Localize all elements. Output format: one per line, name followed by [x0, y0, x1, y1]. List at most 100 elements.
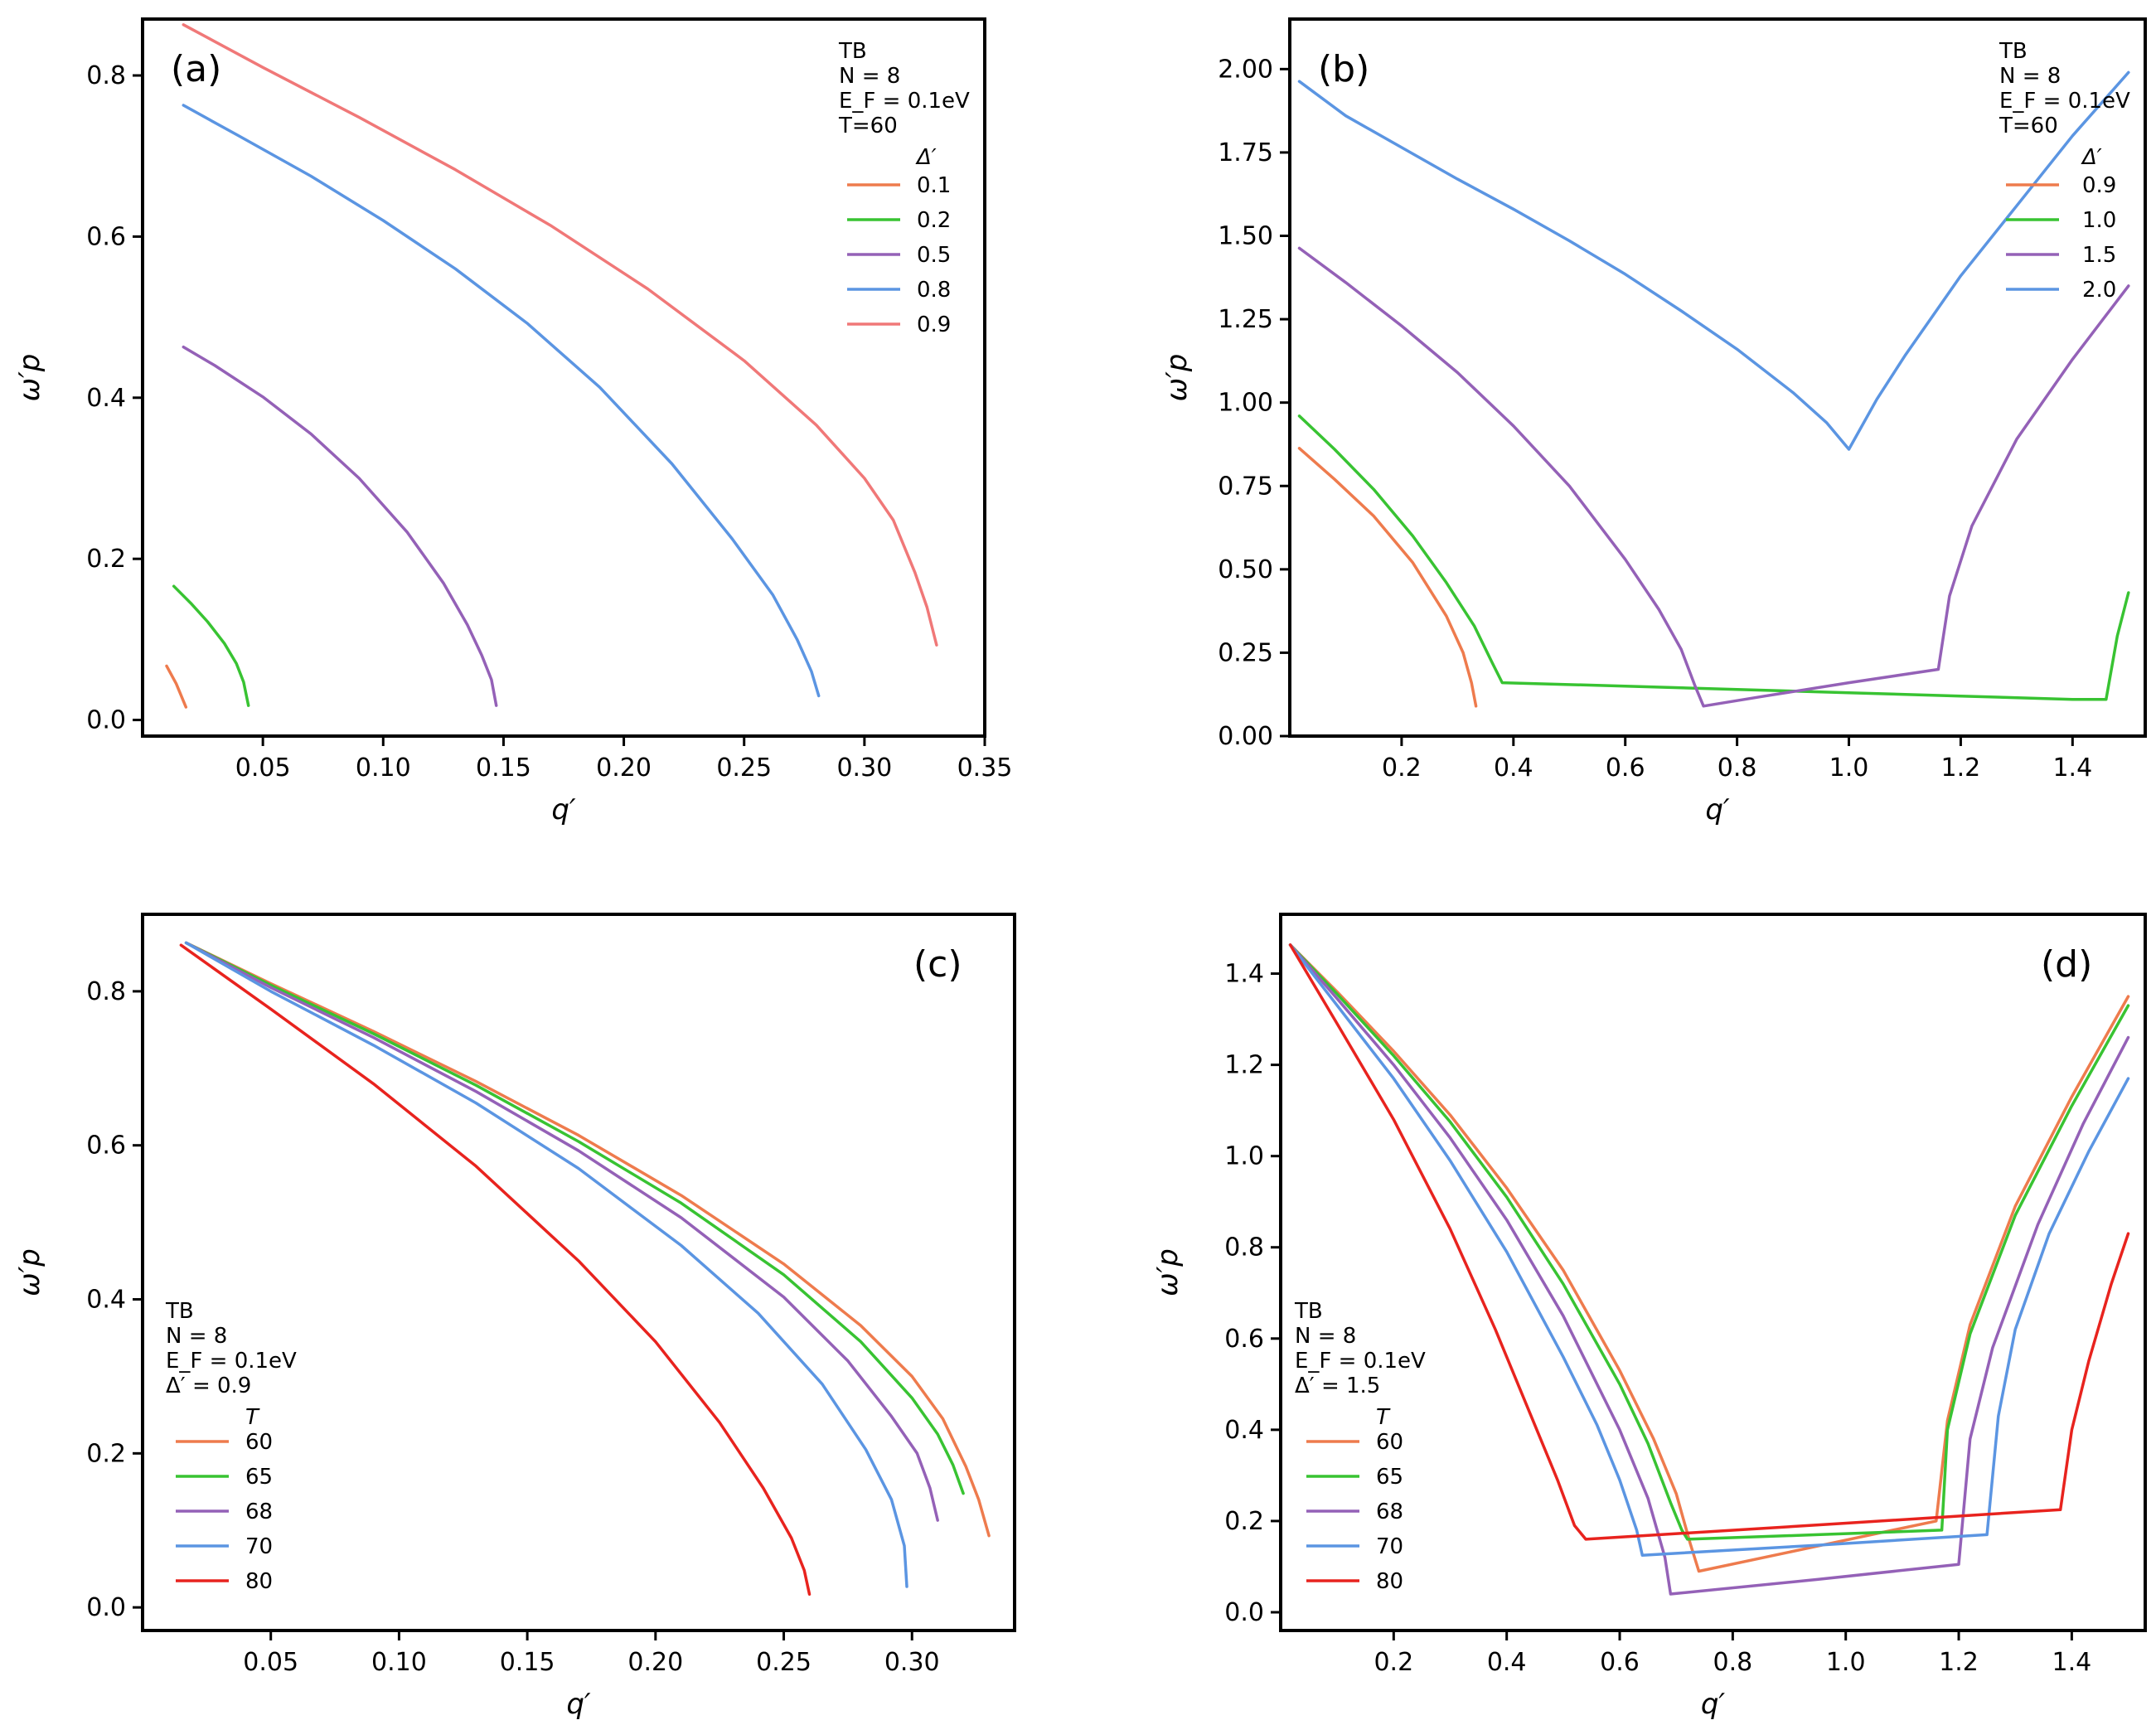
- legend-label: 0.5: [917, 243, 951, 268]
- series-line-70: [1288, 943, 2130, 1557]
- y-tick-label: 0.2: [86, 545, 126, 574]
- legend-label: 1.5: [2082, 243, 2116, 268]
- x-tick-label: 0.20: [627, 1648, 683, 1677]
- y-tick-label: 0.6: [1224, 1325, 1264, 1354]
- y-axis-label: ω′p: [13, 1248, 46, 1296]
- legend-header-line: Δ′ = 1.5: [1295, 1374, 1380, 1398]
- legend-header-line: Δ′ = 0.9: [166, 1374, 251, 1398]
- y-axis-label: ω′p: [13, 354, 46, 402]
- series-line-0.1: [165, 664, 188, 709]
- x-tick-label: 0.15: [476, 753, 531, 783]
- legend-label: 65: [245, 1465, 273, 1490]
- x-tick-label: 0.30: [884, 1648, 940, 1677]
- y-tick-label: 1.2: [1224, 1051, 1264, 1080]
- panel-b: 0.2 0.4 0.6 0.8 1.0 1.2 1.4 0.00 0.25 0.50 0.75 1.0…: [1160, 17, 2147, 826]
- legend-header-line: E_F = 0.1eV: [1999, 89, 2130, 114]
- y-axis-label: ω′p: [1151, 1248, 1185, 1296]
- x-axis-label: q′: [566, 1688, 591, 1721]
- x-tick-label: 0.30: [836, 753, 892, 783]
- legend-label: 1.0: [2082, 208, 2116, 233]
- series-line-0.5: [182, 345, 498, 707]
- y-tick-label: 1.00: [1218, 389, 1273, 418]
- legend-header-line: T=60: [1999, 114, 2058, 138]
- series-line-1.5: [1297, 246, 2130, 708]
- x-axis-label: q′: [1701, 1688, 1726, 1721]
- legend-header-line: E_F = 0.1eV: [166, 1349, 297, 1374]
- legend-label: 65: [1376, 1465, 1403, 1490]
- y-tick-label: 0.6: [86, 222, 126, 251]
- x-tick-label: 1.4: [2052, 753, 2092, 783]
- x-tick-label: 0.10: [371, 1648, 427, 1677]
- legend-header-line: N = 8: [166, 1324, 227, 1349]
- series-line-2.0: [1297, 70, 2130, 451]
- series-line-80: [1288, 943, 2130, 1541]
- plot-frame: [1288, 17, 2147, 738]
- legend-title: Δ′: [915, 145, 937, 170]
- x-tick-label: 0.05: [235, 753, 291, 783]
- y-tick-label: 0.00: [1218, 722, 1273, 751]
- legend-header-line: N = 8: [1295, 1324, 1356, 1349]
- x-axis-label: q′: [551, 793, 576, 826]
- plot-frame: [141, 913, 1016, 1632]
- legend-header-line: N = 8: [839, 64, 900, 89]
- y-tick-label: 0.4: [1224, 1416, 1264, 1445]
- x-tick-label: 1.0: [1829, 753, 1869, 783]
- legend-label: 80: [245, 1569, 273, 1594]
- x-tick-label: 0.6: [1600, 1648, 1640, 1677]
- y-tick-label: 0.8: [86, 977, 126, 1006]
- x-tick-label: 0.05: [243, 1648, 298, 1677]
- x-tick-label: 0.2: [1382, 753, 1422, 783]
- y-tick-label: 1.75: [1218, 138, 1273, 167]
- y-tick-label: 0.75: [1218, 472, 1273, 501]
- y-axis-label: ω′p: [1160, 354, 1194, 402]
- series-line-60: [1288, 943, 2130, 1573]
- y-tick-label: 0.4: [86, 384, 126, 413]
- legend-label: 0.1: [917, 173, 951, 198]
- plot-frame: [1279, 913, 2147, 1632]
- legend-label: 68: [1376, 1500, 1403, 1524]
- legend-label: 60: [1376, 1430, 1403, 1455]
- x-tick-label: 0.35: [957, 753, 1013, 783]
- y-tick-label: 0.8: [1224, 1233, 1264, 1262]
- x-tick-label: 0.15: [500, 1648, 555, 1677]
- legend-label: 0.2: [917, 208, 951, 233]
- x-axis-label: q′: [1705, 793, 1730, 826]
- y-tick-label: 0.0: [1224, 1598, 1264, 1627]
- y-tick-label: 0.2: [1224, 1507, 1264, 1536]
- legend-header-line: TB: [1999, 39, 2028, 64]
- x-tick-label: 0.10: [356, 753, 411, 783]
- series-line-60: [184, 941, 991, 1538]
- series-line-0.8: [182, 104, 821, 698]
- legend-label: 68: [245, 1500, 273, 1524]
- legend-label: 0.9: [917, 313, 951, 337]
- legend-title: T: [1376, 1405, 1391, 1430]
- panel-label: (c): [913, 943, 962, 986]
- legend-label: 80: [1376, 1569, 1403, 1594]
- panel-label: (d): [2041, 943, 2092, 986]
- panel-a: 0.05 0.10 0.15 0.20 0.25 0.30 0.35 0.0 0.2 0.4 0.6…: [13, 17, 1013, 826]
- legend-header-line: N = 8: [1999, 64, 2061, 89]
- y-tick-label: 0.4: [86, 1286, 126, 1315]
- x-tick-label: 0.6: [1606, 753, 1645, 783]
- series-line-65: [1288, 943, 2130, 1541]
- legend-header-line: TB: [1294, 1299, 1323, 1324]
- legend-header-line: T=60: [838, 114, 898, 138]
- series-line-80: [179, 943, 812, 1597]
- y-tick-label: 0.0: [86, 1593, 126, 1622]
- y-tick-label: 0.0: [86, 706, 126, 735]
- x-tick-label: 1.2: [1941, 753, 1981, 783]
- y-tick-label: 1.25: [1218, 305, 1273, 334]
- y-tick-label: 0.50: [1218, 555, 1273, 584]
- y-tick-label: 0.25: [1218, 638, 1273, 667]
- x-tick-label: 0.4: [1494, 753, 1533, 783]
- legend-header-line: E_F = 0.1eV: [1295, 1349, 1426, 1374]
- legend-label: 60: [245, 1430, 273, 1455]
- legend-title: T: [245, 1405, 260, 1430]
- legend-label: 2.0: [2082, 278, 2116, 303]
- panel-c: 0.05 0.10 0.15 0.20 0.25 0.30 0.0 0.2 0.4 0.6 0.8 q…: [13, 913, 1016, 1721]
- panel-label: (a): [171, 48, 221, 90]
- x-tick-label: 0.8: [1718, 753, 1757, 783]
- x-tick-label: 0.25: [756, 1648, 812, 1677]
- legend-label: 0.9: [2082, 173, 2116, 198]
